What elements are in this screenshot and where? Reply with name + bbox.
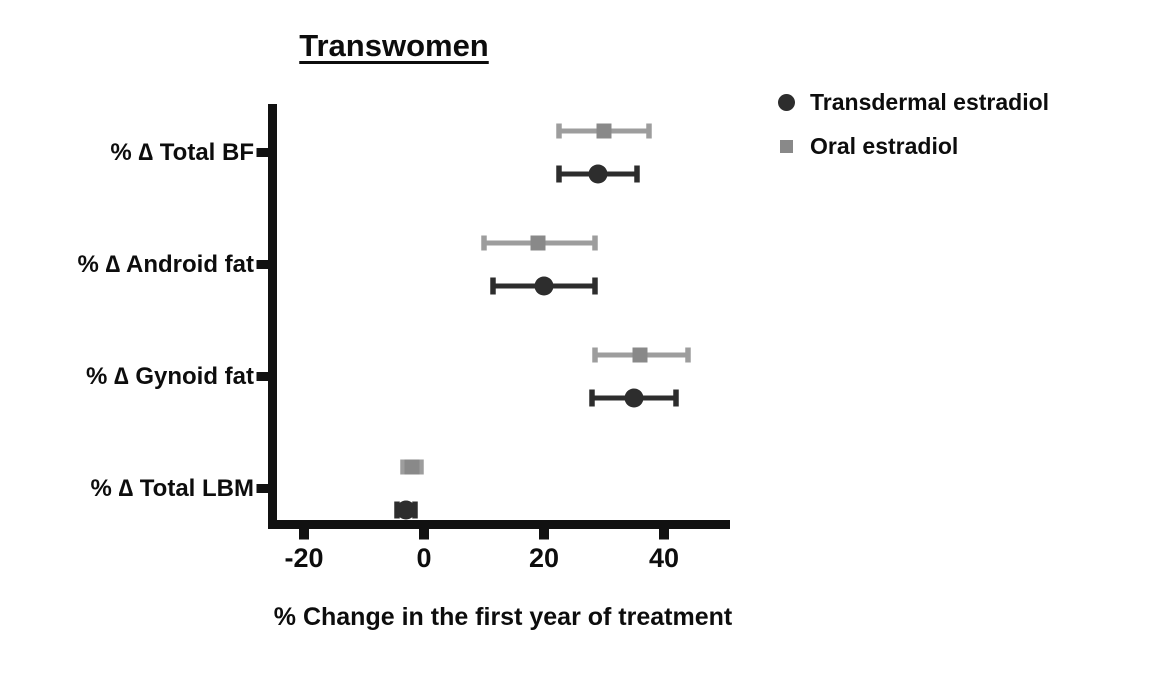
legend: Transdermal estradiol Oral estradiol: [778, 88, 1049, 176]
x-tick-label-20: 20: [528, 543, 560, 573]
x-tick-label-0: 0: [416, 543, 432, 573]
data-point-square: [530, 235, 546, 251]
x-tick-label-40: 40: [648, 543, 680, 573]
x-axis-label: % Change in the first year of treatment: [273, 603, 733, 631]
data-point-circle: [588, 164, 608, 184]
data-point-circle: [624, 388, 644, 408]
chart-title: Transwomen: [299, 28, 489, 63]
x-tick-label-neg20: -20: [284, 543, 324, 573]
legend-item-transdermal-estradiol: Transdermal estradiol: [778, 88, 1049, 116]
legend-label: Transdermal estradiol: [810, 88, 1050, 115]
legend-item-oral-estradiol: Oral estradiol: [778, 132, 1049, 160]
square-marker-icon: [780, 139, 793, 153]
data-point-square: [596, 123, 612, 139]
category-label-total-lbm: % ∆ Total LBM: [90, 475, 254, 502]
data-point-circle: [396, 500, 416, 520]
circle-marker-icon: [778, 93, 795, 111]
data-point-square: [632, 347, 648, 363]
legend-label: Oral estradiol: [810, 132, 959, 159]
data-point-circle: [534, 276, 554, 296]
category-label-gynoid-fat: % ∆ Gynoid fat: [85, 363, 254, 390]
category-label-total-bf: % ∆ Total BF: [110, 139, 254, 166]
data-point-square: [404, 459, 420, 475]
category-label-android-fat: % ∆ Android fat: [77, 251, 254, 278]
